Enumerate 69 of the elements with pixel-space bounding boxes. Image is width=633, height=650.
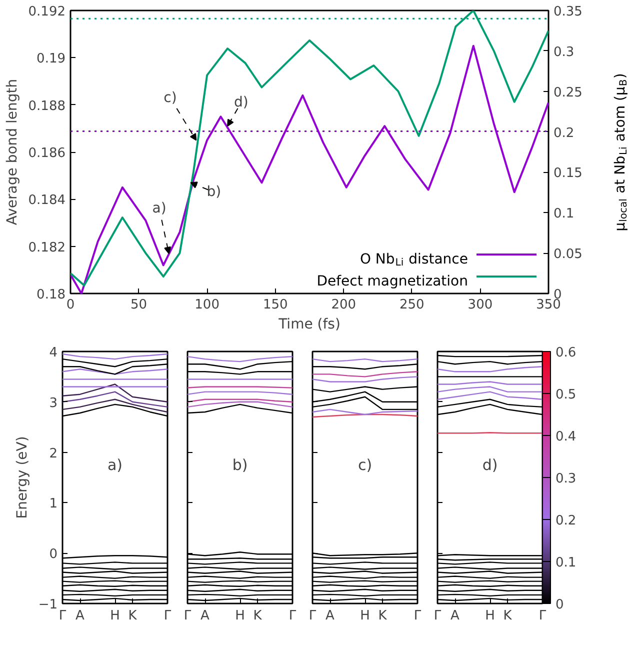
y2-tick-label: 0.3 [554,44,574,60]
y-tick-label: 4 [49,346,58,360]
y-tick-label: 1 [49,496,58,512]
y-tick-label: 0.192 [28,4,66,20]
x-tick-label: A [200,608,210,624]
x-tick-label: 100 [194,298,220,312]
x-tick-label: H [235,608,245,624]
line-series [62,398,168,413]
color-bar-label: 0.2 [556,514,576,528]
x-tick-label: Γ [184,608,192,624]
x-tick-label: Γ [308,608,317,624]
x-tick-label: A [450,608,460,624]
color-bar-label: 0.3 [556,472,576,486]
x-axis-title: Time (fs) [278,316,340,332]
y2-tick-label: 0.35 [554,4,582,20]
x-tick-label: 200 [331,298,356,312]
y-axis-title: Average bond length [4,78,20,226]
x-tick-label: Γ [434,608,442,624]
annotation: d) [234,94,248,110]
y-tick-label: 0 [49,547,58,562]
color-bar-label: 0.4 [556,430,576,444]
y2-tick-label: 0.2 [554,126,574,141]
x-tick-label: A [76,608,85,624]
x-tick-label: 50 [130,298,148,312]
color-bar-label: 0.5 [556,388,576,402]
y2-axis-title: μlocal at NbLi atom (μB) [612,73,630,232]
y-tick-label: 2 [49,446,58,462]
y2-tick-label: 0.15 [554,166,582,182]
y2-tick-label: 0.05 [554,247,582,262]
annotation: b) [232,456,248,474]
y2-tick-label: 0.1 [554,206,574,222]
y-tick-label: 0.184 [28,193,66,208]
x-tick-label: K [378,608,388,624]
annotation: a) [152,200,166,217]
x-tick-label: 250 [400,298,424,312]
line-series [62,384,168,402]
x-tick-label: H [110,608,120,624]
annotation: c) [164,90,177,106]
x-tick-label: Γ [538,608,547,624]
x-tick-label: Γ [164,608,172,624]
y-tick-label: 0.182 [28,240,66,256]
legend-label: Defect magnetization [316,274,468,290]
annotation: d) [482,456,498,474]
y2-tick-label: 0.25 [554,85,582,100]
x-tick-label: A [326,608,335,624]
color-bar-label: 0 [556,598,564,612]
color-bar-label: 0.1 [556,556,576,570]
x-tick-label: Γ [58,608,67,624]
y-tick-label: 3 [49,396,58,411]
x-tick-label: H [485,608,495,624]
y-tick-label: −1 [38,598,58,612]
x-tick-label: Γ [288,608,297,624]
y-tick-label: 0.186 [28,146,66,161]
y-tick-label: 0.18 [36,288,66,302]
annotation: a) [107,456,123,474]
y-axis-title: Energy (eV) [14,436,30,519]
x-tick-label: K [253,608,262,624]
x-tick-label: 150 [262,298,288,312]
x-tick-label: H [360,608,370,624]
y-tick-label: 0.19 [36,52,66,67]
y-tick-label: 0.188 [28,98,66,114]
x-tick-label: K [128,608,138,624]
x-tick-label: K [503,608,512,624]
color-bar-label: 0.6 [556,346,576,360]
x-tick-label: 300 [468,298,493,312]
x-tick-label: Γ [414,608,422,624]
annotation: b) [206,184,222,200]
line-series [62,391,168,408]
annotation: c) [358,456,372,474]
